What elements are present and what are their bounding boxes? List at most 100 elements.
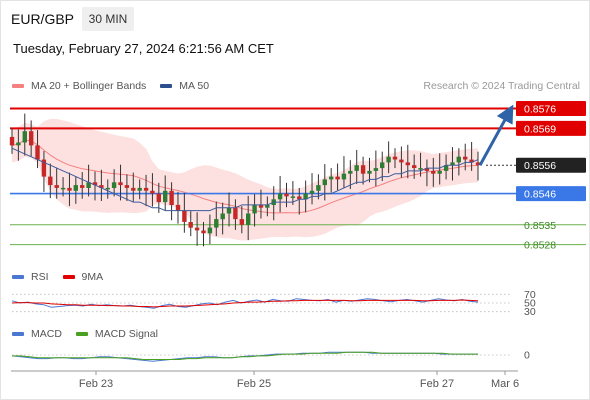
candle-body xyxy=(194,227,200,231)
candle-body xyxy=(265,204,270,208)
candle-body xyxy=(220,213,225,220)
candle-body xyxy=(309,190,315,194)
interval-button[interactable]: 30 MIN xyxy=(82,7,134,31)
candle-body xyxy=(137,187,142,191)
candle-body xyxy=(463,156,468,160)
resistance-level-tag xyxy=(516,101,586,117)
candle-body xyxy=(354,165,359,171)
rsi-tick-label: 50 xyxy=(524,298,536,310)
macd-swatch xyxy=(12,332,24,336)
candle-body xyxy=(29,131,34,146)
rsi-legend: RSI 9MA xyxy=(12,271,103,283)
rsi-ma-line xyxy=(11,299,479,308)
candle-body xyxy=(335,176,340,180)
legend-ma20: MA 20 + Bollinger Bands xyxy=(31,80,147,92)
candle-body xyxy=(124,185,130,188)
resistance-level-tag xyxy=(516,120,586,136)
resistance-level-label: 0.8576 xyxy=(524,104,556,116)
candle-body xyxy=(303,193,308,200)
ma20-line xyxy=(11,139,479,214)
candle-body xyxy=(367,170,372,174)
candle-body xyxy=(143,187,149,191)
ma20-swatch xyxy=(12,84,24,88)
candle-body xyxy=(54,185,59,188)
legend-macd-signal: MACD Signal xyxy=(94,328,158,340)
ma50-line xyxy=(11,147,479,212)
candle-body xyxy=(131,187,136,191)
forecast-arrow xyxy=(478,104,514,166)
rsi-swatch xyxy=(12,275,24,279)
candle-body xyxy=(163,190,168,203)
x-tick-label: Feb 27 xyxy=(420,378,454,390)
candle-body xyxy=(48,176,53,186)
candle-body xyxy=(9,136,15,146)
candle-body xyxy=(373,168,379,171)
candle-body xyxy=(252,204,257,214)
candle-body xyxy=(392,156,398,160)
macd-tick-label: 0 xyxy=(524,350,530,362)
candle-body xyxy=(443,165,449,171)
resistance-level-label: 0.8569 xyxy=(524,123,556,135)
candle-body xyxy=(175,204,181,211)
candle-body xyxy=(60,187,66,190)
legend-ma50: MA 50 xyxy=(179,80,210,92)
candle-body xyxy=(329,176,334,180)
candle-body xyxy=(188,222,193,228)
bollinger-band xyxy=(12,118,478,241)
rsi-tick-label: 70 xyxy=(524,289,536,301)
candle-body xyxy=(156,193,161,203)
macd-legend: MACD MACD Signal xyxy=(12,328,158,340)
candle-body xyxy=(35,145,40,160)
source-credit: Research © 2024 Trading Central xyxy=(423,80,580,92)
legend-rsi-ma: 9MA xyxy=(81,271,104,283)
candle-body xyxy=(437,170,442,174)
x-tick-label: Feb 23 xyxy=(79,378,113,390)
candle-body xyxy=(424,168,430,171)
candle-body xyxy=(207,227,213,234)
pivot-level-label: 0.8556 xyxy=(524,160,556,172)
candle-body xyxy=(169,190,174,205)
candle-body xyxy=(469,159,474,163)
candle-body xyxy=(22,131,27,143)
target-level-label: 0.8535 xyxy=(524,220,556,232)
candle-body xyxy=(431,170,436,174)
candle-body xyxy=(201,230,206,234)
candle-body xyxy=(258,204,264,208)
candle-body xyxy=(386,156,391,163)
legend-rsi: RSI xyxy=(31,271,49,283)
candle-body xyxy=(99,185,104,188)
candle-body xyxy=(348,170,353,174)
target-level-label: 0.8528 xyxy=(524,240,556,252)
legend-macd: MACD xyxy=(31,328,62,340)
candle-body xyxy=(41,159,47,177)
candle-body xyxy=(450,162,455,166)
candle-body xyxy=(246,213,251,225)
candle-body xyxy=(341,173,347,180)
candle-body xyxy=(73,185,78,191)
candle-body xyxy=(297,196,302,200)
candle-body xyxy=(277,193,283,200)
candle-body xyxy=(380,162,385,169)
main-legend: MA 20 + Bollinger Bands MA 50 xyxy=(12,80,209,92)
candle-body xyxy=(399,159,404,163)
ma50-swatch xyxy=(160,84,173,88)
rsi-tick-label: 30 xyxy=(524,306,536,318)
candle-body xyxy=(418,168,423,170)
candle-body xyxy=(105,187,110,190)
candle-body xyxy=(405,162,410,166)
rsi-ma-swatch xyxy=(62,275,75,279)
candle-body xyxy=(475,162,481,166)
macd-signal-line xyxy=(12,351,478,360)
candle-body xyxy=(118,182,123,186)
candle-body xyxy=(360,165,366,174)
support-level-label: 0.8546 xyxy=(524,189,556,201)
candle-body xyxy=(284,193,289,197)
pivot-level-tag xyxy=(516,157,586,173)
candle-body xyxy=(111,182,117,188)
candle-body xyxy=(322,179,327,186)
candle-body xyxy=(80,185,85,188)
support-level-tag xyxy=(516,186,586,202)
candle-body xyxy=(67,187,72,191)
candle-body xyxy=(182,210,187,222)
